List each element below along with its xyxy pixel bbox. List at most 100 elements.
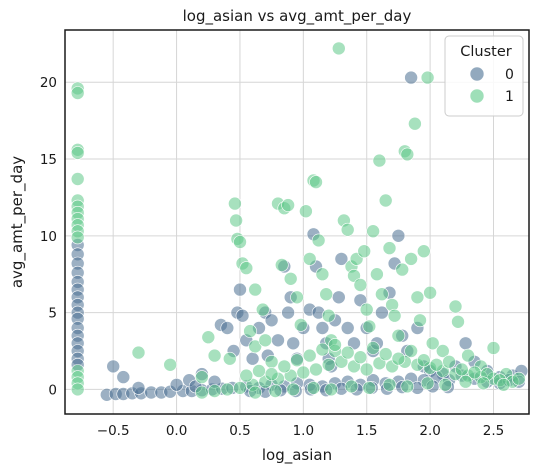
- legend-label-cluster-0: 0: [505, 67, 514, 83]
- point-cluster-1: [70, 146, 85, 160]
- point-cluster-1: [438, 377, 453, 392]
- point-cluster-1: [395, 262, 410, 277]
- point-cluster-1: [400, 147, 415, 162]
- point-cluster-1: [258, 333, 273, 348]
- point-cluster-1: [366, 341, 380, 355]
- point-cluster-1: [239, 261, 254, 275]
- point-cluster-0: [315, 321, 330, 335]
- x-axis-ticks: −0.5 0.0 0.5 1.0 1.5 2.0 2.5: [97, 423, 504, 439]
- legend-marker-cluster-0: [469, 66, 485, 82]
- point-cluster-1: [163, 357, 177, 372]
- point-cluster-1: [223, 351, 237, 366]
- point-cluster-1: [281, 198, 295, 212]
- point-cluster-1: [293, 318, 308, 332]
- point-cluster-1: [404, 344, 418, 358]
- point-cluster-1: [195, 370, 209, 384]
- y-tick-label: 5: [48, 306, 57, 322]
- point-cluster-1: [512, 371, 526, 386]
- point-cluster-1: [425, 336, 440, 351]
- point-cluster-1: [268, 384, 283, 398]
- point-cluster-1: [476, 376, 491, 391]
- data-points: [70, 41, 529, 402]
- point-cluster-1: [382, 377, 397, 392]
- point-cluster-1: [331, 41, 346, 56]
- point-cluster-1: [274, 258, 289, 272]
- point-cluster-1: [448, 299, 463, 314]
- point-cluster-1: [248, 385, 262, 400]
- point-cluster-1: [378, 347, 393, 361]
- chart-title: log_asian vs avg_amt_per_day: [183, 7, 412, 26]
- point-cluster-1: [70, 230, 85, 245]
- point-cluster-1: [70, 382, 85, 397]
- point-cluster-0: [106, 359, 120, 374]
- point-cluster-0: [271, 333, 285, 348]
- point-cluster-1: [344, 379, 359, 394]
- point-cluster-0: [233, 282, 247, 297]
- x-tick-label: 1.5: [356, 423, 377, 439]
- y-axis-label: avg_amt_per_day: [8, 156, 27, 288]
- point-cluster-1: [378, 193, 393, 208]
- point-cluster-1: [420, 376, 435, 391]
- point-cluster-0: [391, 229, 406, 243]
- x-tick-label: 2.0: [419, 423, 440, 439]
- point-cluster-0: [458, 336, 473, 351]
- point-cluster-1: [70, 172, 85, 186]
- y-tick-label: 0: [48, 382, 57, 398]
- point-cluster-1: [248, 339, 262, 354]
- point-cluster-0: [334, 252, 349, 266]
- point-cluster-1: [321, 357, 336, 372]
- point-cluster-0: [169, 377, 184, 392]
- point-cluster-0: [375, 305, 389, 320]
- point-cluster-1: [400, 379, 415, 394]
- x-tick-label: 2.5: [483, 423, 504, 439]
- point-cluster-1: [423, 285, 437, 300]
- point-cluster-1: [243, 324, 257, 338]
- x-tick-label: 0.5: [229, 423, 250, 439]
- point-cluster-1: [248, 282, 262, 297]
- point-cluster-1: [353, 278, 368, 292]
- x-tick-label: 1.0: [293, 423, 314, 439]
- point-cluster-1: [375, 287, 389, 302]
- y-axis-ticks: 0 5 10 15 20: [40, 75, 57, 398]
- point-cluster-1: [454, 362, 469, 377]
- point-cluster-1: [413, 313, 427, 328]
- plot-frame: [64, 29, 530, 415]
- point-cluster-1: [362, 381, 377, 395]
- point-cluster-1: [207, 384, 222, 398]
- point-cluster-0: [116, 370, 131, 384]
- point-cluster-1: [228, 196, 242, 211]
- point-cluster-1: [131, 345, 146, 360]
- point-cluster-0: [235, 308, 250, 323]
- point-cluster-0: [131, 381, 146, 395]
- point-cluster-1: [372, 153, 387, 168]
- grid-lines: [65, 30, 529, 414]
- legend: Cluster 0 1: [444, 35, 524, 117]
- point-cluster-0: [281, 305, 295, 320]
- point-cluster-1: [353, 350, 368, 365]
- point-cluster-1: [321, 308, 336, 323]
- point-cluster-1: [239, 368, 254, 383]
- x-axis-label: log_asian: [262, 446, 332, 465]
- point-cluster-1: [195, 385, 209, 400]
- point-cluster-1: [233, 381, 247, 395]
- point-cluster-1: [362, 319, 377, 334]
- point-cluster-1: [370, 267, 384, 282]
- point-cluster-1: [429, 357, 444, 372]
- point-cluster-1: [324, 382, 339, 397]
- point-cluster-1: [296, 365, 311, 380]
- point-cluster-1: [391, 328, 406, 343]
- point-cluster-1: [359, 302, 374, 317]
- point-cluster-1: [359, 362, 374, 377]
- y-tick-label: 10: [40, 229, 57, 245]
- point-cluster-0: [264, 313, 279, 328]
- point-cluster-1: [496, 377, 511, 392]
- point-cluster-1: [391, 351, 406, 366]
- point-cluster-1: [309, 175, 323, 189]
- x-tick-label: −0.5: [97, 423, 130, 439]
- point-cluster-1: [255, 302, 270, 317]
- y-tick-label: 15: [40, 152, 57, 168]
- point-cluster-1: [416, 244, 431, 258]
- point-cluster-1: [435, 344, 450, 358]
- point-cluster-1: [220, 382, 235, 397]
